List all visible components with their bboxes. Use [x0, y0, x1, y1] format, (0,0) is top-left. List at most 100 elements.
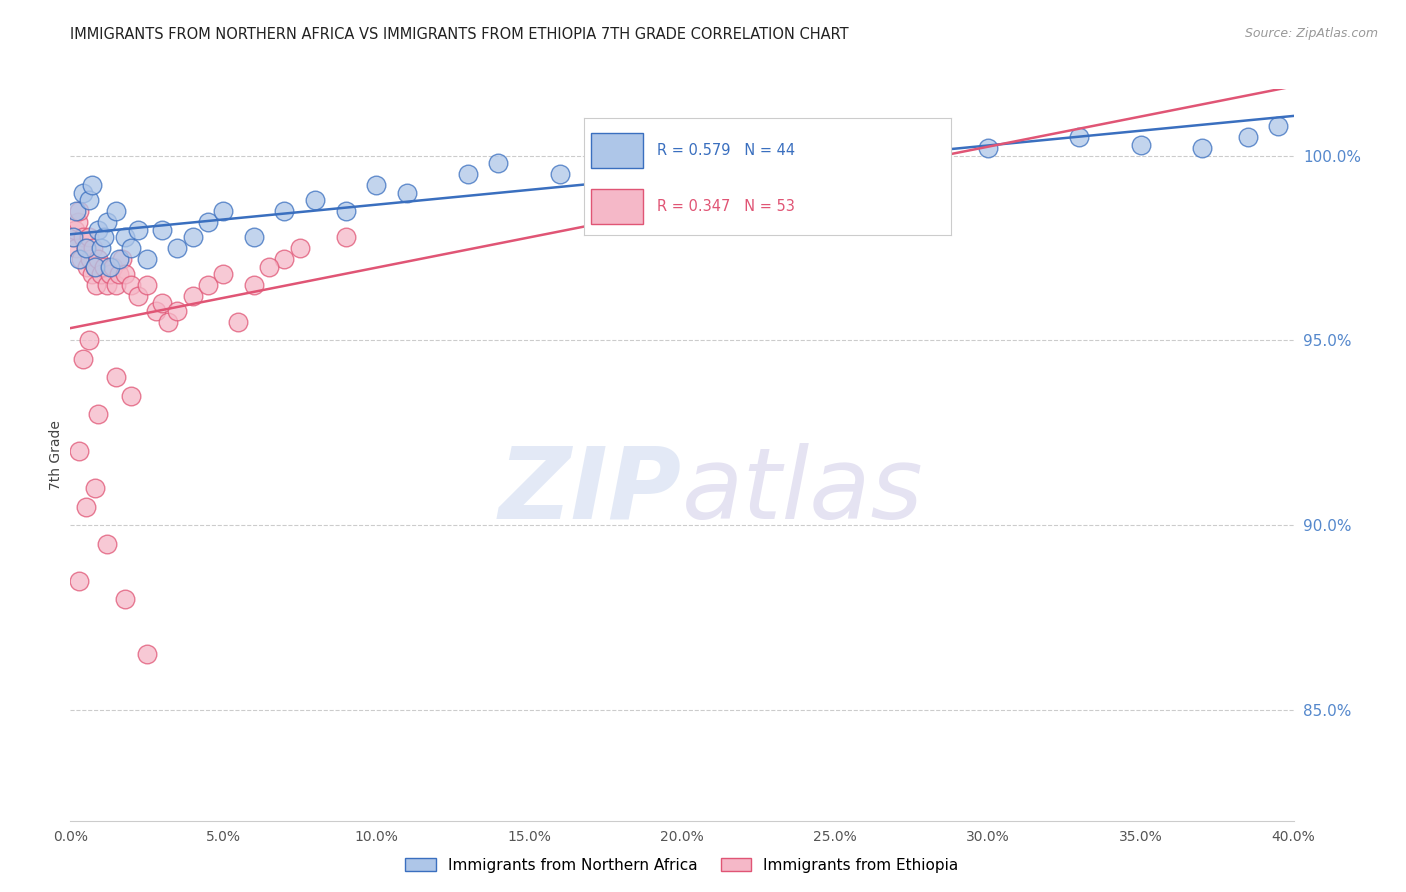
Point [915, 149, 938, 163]
Point [66, 215, 89, 229]
Point [1191, 141, 1213, 155]
Point [111, 252, 134, 267]
Point [977, 141, 1000, 155]
Point [273, 252, 295, 267]
Point [114, 267, 136, 281]
Point [166, 303, 188, 318]
Point [150, 296, 173, 310]
Point [1069, 130, 1091, 145]
Point [80, 267, 103, 281]
Point [150, 222, 173, 236]
Point [84, 277, 107, 292]
Point [157, 315, 180, 329]
Point [273, 204, 295, 219]
Point [77, 230, 100, 244]
Point [65, 204, 87, 219]
Point [335, 204, 357, 219]
Point [121, 389, 143, 403]
Point [93, 260, 115, 274]
Point [105, 277, 128, 292]
Point [93, 230, 115, 244]
Point [90, 241, 112, 255]
Point [82, 241, 104, 255]
Point [87, 252, 110, 267]
Point [75, 241, 97, 255]
Point [98, 267, 121, 281]
Point [96, 536, 118, 550]
Point [72, 230, 94, 244]
Point [145, 303, 167, 318]
Point [80, 178, 103, 193]
Point [733, 141, 755, 155]
Point [135, 277, 157, 292]
Point [83, 260, 105, 274]
Point [181, 230, 204, 244]
Point [610, 149, 633, 163]
Point [1236, 130, 1258, 145]
Point [65, 241, 87, 255]
Point [63, 222, 86, 236]
Point [108, 267, 131, 281]
Point [77, 193, 100, 207]
Point [87, 407, 110, 421]
Point [62, 230, 84, 244]
Point [105, 370, 128, 384]
Point [108, 252, 131, 267]
Point [69, 574, 91, 588]
Point [69, 252, 91, 267]
Point [335, 230, 357, 244]
Point [212, 204, 235, 219]
Point [114, 592, 136, 607]
Point [197, 277, 219, 292]
Point [121, 277, 143, 292]
Point [70, 252, 93, 267]
Point [96, 215, 118, 229]
Point [395, 186, 418, 200]
Point [1267, 119, 1289, 133]
Point [72, 351, 94, 366]
Point [121, 241, 143, 255]
Point [83, 481, 105, 495]
Point [366, 178, 388, 193]
Point [197, 215, 219, 229]
Point [101, 260, 124, 274]
Text: IMMIGRANTS FROM NORTHERN AFRICA VS IMMIGRANTS FROM ETHIOPIA 7TH GRADE CORRELATIO: IMMIGRANTS FROM NORTHERN AFRICA VS IMMIG… [70, 27, 849, 42]
Point [75, 500, 97, 514]
Point [457, 167, 479, 181]
Point [114, 230, 136, 244]
Point [135, 648, 157, 662]
Point [87, 222, 110, 236]
Text: atlas: atlas [682, 443, 924, 540]
Point [83, 260, 105, 274]
Point [228, 315, 250, 329]
Point [212, 267, 235, 281]
Point [243, 277, 266, 292]
Text: ZIP: ZIP [499, 443, 682, 540]
Point [69, 444, 91, 458]
Point [181, 289, 204, 303]
Point [135, 252, 157, 267]
Point [90, 267, 112, 281]
Point [72, 186, 94, 200]
Point [671, 156, 693, 170]
Point [96, 277, 118, 292]
Y-axis label: 7th Grade: 7th Grade [49, 420, 63, 490]
Point [75, 241, 97, 255]
Point [488, 156, 510, 170]
Point [77, 334, 100, 348]
Point [166, 241, 188, 255]
Point [62, 230, 84, 244]
Point [304, 193, 326, 207]
Point [288, 241, 311, 255]
Point [824, 130, 846, 145]
Point [69, 204, 91, 219]
Point [548, 167, 571, 181]
Text: Source: ZipAtlas.com: Source: ZipAtlas.com [1244, 27, 1378, 40]
Point [127, 289, 149, 303]
Point [1129, 137, 1152, 152]
Legend: Immigrants from Northern Africa, Immigrants from Ethiopia: Immigrants from Northern Africa, Immigra… [399, 852, 965, 879]
Point [98, 260, 121, 274]
Point [243, 230, 266, 244]
Point [127, 222, 149, 236]
Point [79, 252, 101, 267]
